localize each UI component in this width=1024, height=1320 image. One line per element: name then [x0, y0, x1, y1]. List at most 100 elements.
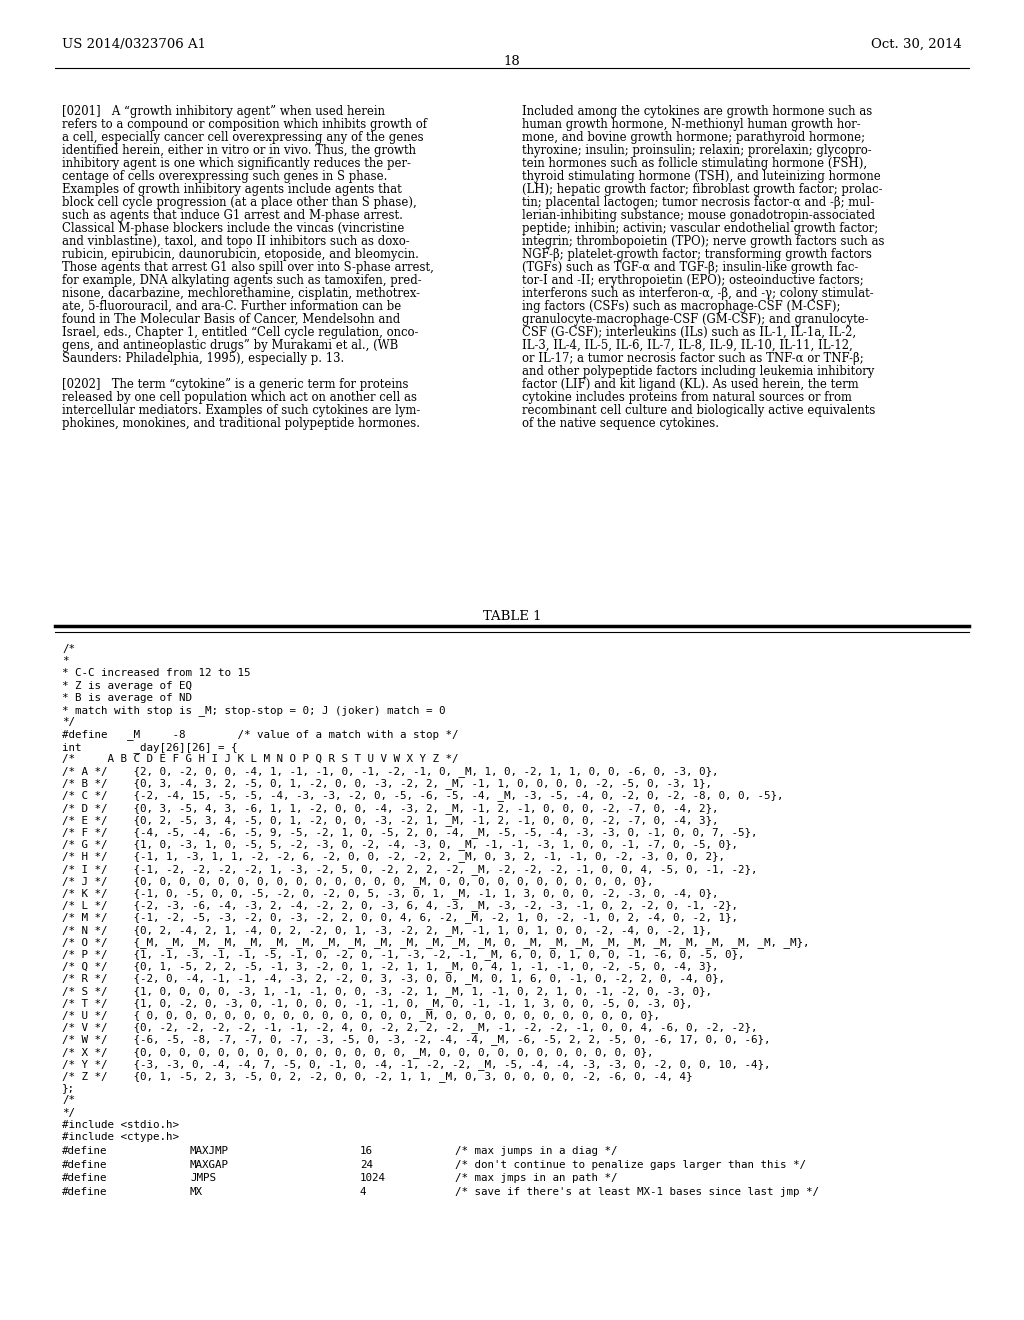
- Text: tin; placental lactogen; tumor necrosis factor-α and -β; mul-: tin; placental lactogen; tumor necrosis …: [522, 195, 874, 209]
- Text: /* E */    {0, 2, -5, 3, 4, -5, 0, 1, -2, 0, 0, -3, -2, 1, _M, -1, 2, -1, 0, 0, : /* E */ {0, 2, -5, 3, 4, -5, 0, 1, -2, 0…: [62, 814, 719, 826]
- Text: /* Z */    {0, 1, -5, 2, 3, -5, 0, 2, -2, 0, 0, -2, 1, 1, _M, 0, 3, 0, 0, 0, 0, : /* Z */ {0, 1, -5, 2, 3, -5, 0, 2, -2, 0…: [62, 1071, 692, 1082]
- Text: /*: /*: [62, 644, 75, 653]
- Text: /* J */    {0, 0, 0, 0, 0, 0, 0, 0, 0, 0, 0, 0, 0, 0, _M, 0, 0, 0, 0, 0, 0, 0, 0: /* J */ {0, 0, 0, 0, 0, 0, 0, 0, 0, 0, 0…: [62, 875, 653, 887]
- Text: /* V */    {0, -2, -2, -2, -2, -1, -1, -2, 4, 0, -2, 2, 2, -2, _M, -1, -2, -2, -: /* V */ {0, -2, -2, -2, -2, -1, -1, -2, …: [62, 1022, 758, 1034]
- Text: US 2014/0323706 A1: US 2014/0323706 A1: [62, 38, 206, 51]
- Text: /* X */    {0, 0, 0, 0, 0, 0, 0, 0, 0, 0, 0, 0, 0, 0, _M, 0, 0, 0, 0, 0, 0, 0, 0: /* X */ {0, 0, 0, 0, 0, 0, 0, 0, 0, 0, 0…: [62, 1047, 653, 1057]
- Text: Those agents that arrest G1 also spill over into S-phase arrest,: Those agents that arrest G1 also spill o…: [62, 261, 434, 275]
- Text: 18: 18: [504, 55, 520, 69]
- Text: /* P */    {1, -1, -3, -1, -1, -5, -1, 0, -2, 0, -1, -3, -2, -1, _M, 6, 0, 0, 1,: /* P */ {1, -1, -3, -1, -1, -5, -1, 0, -…: [62, 949, 744, 960]
- Text: 16: 16: [360, 1146, 373, 1156]
- Text: /* save if there's at least MX-1 bases since last jmp */: /* save if there's at least MX-1 bases s…: [455, 1187, 819, 1197]
- Text: centage of cells overexpressing such genes in S phase.: centage of cells overexpressing such gen…: [62, 170, 387, 183]
- Text: /* don't continue to penalize gaps larger than this */: /* don't continue to penalize gaps large…: [455, 1160, 806, 1170]
- Text: /* F */    {-4, -5, -4, -6, -5, 9, -5, -2, 1, 0, -5, 2, 0, -4, _M, -5, -5, -4, -: /* F */ {-4, -5, -4, -6, -5, 9, -5, -2, …: [62, 828, 758, 838]
- Text: granulocyte-macrophage-CSF (GM-CSF); and granulocyte-: granulocyte-macrophage-CSF (GM-CSF); and…: [522, 313, 868, 326]
- Text: */: */: [62, 717, 75, 727]
- Text: /*     A B C D E F G H I J K L M N O P Q R S T U V W X Y Z */: /* A B C D E F G H I J K L M N O P Q R S…: [62, 754, 459, 764]
- Text: interferons such as interferon-α, -β, and -γ; colony stimulat-: interferons such as interferon-α, -β, an…: [522, 286, 873, 300]
- Text: gens, and antineoplastic drugs” by Murakami et al., (WB: gens, and antineoplastic drugs” by Murak…: [62, 339, 398, 352]
- Text: mone, and bovine growth hormone; parathyroid hormone;: mone, and bovine growth hormone; parathy…: [522, 131, 865, 144]
- Text: /* R */    {-2, 0, -4, -1, -1, -4, -3, 2, -2, 0, 3, -3, 0, 0, _M, 0, 1, 6, 0, -1: /* R */ {-2, 0, -4, -1, -1, -4, -3, 2, -…: [62, 973, 725, 985]
- Text: /* max jumps in a diag */: /* max jumps in a diag */: [455, 1146, 617, 1156]
- Text: JMPS: JMPS: [190, 1173, 216, 1183]
- Text: MAXGAP: MAXGAP: [190, 1160, 229, 1170]
- Text: Classical M-phase blockers include the vincas (vincristine: Classical M-phase blockers include the v…: [62, 222, 404, 235]
- Text: };: };: [62, 1084, 75, 1093]
- Text: tor-I and -II; erythropoietin (EPO); osteoinductive factors;: tor-I and -II; erythropoietin (EPO); ost…: [522, 275, 863, 286]
- Text: 24: 24: [360, 1160, 373, 1170]
- Text: /* B */    {0, 3, -4, 3, 2, -5, 0, 1, -2, 0, 0, -3, -2, 2, _M, -1, 1, 0, 0, 0, 0: /* B */ {0, 3, -4, 3, 2, -5, 0, 1, -2, 0…: [62, 779, 712, 789]
- Text: block cell cycle progression (at a place other than S phase),: block cell cycle progression (at a place…: [62, 195, 417, 209]
- Text: factor (LIF) and kit ligand (KL). As used herein, the term: factor (LIF) and kit ligand (KL). As use…: [522, 378, 859, 391]
- Text: such as agents that induce G1 arrest and M-phase arrest.: such as agents that induce G1 arrest and…: [62, 209, 402, 222]
- Text: found in The Molecular Basis of Cancer, Mendelsohn and: found in The Molecular Basis of Cancer, …: [62, 313, 400, 326]
- Text: #define: #define: [62, 1173, 108, 1183]
- Text: MX: MX: [190, 1187, 203, 1197]
- Text: * B is average of ND: * B is average of ND: [62, 693, 193, 702]
- Text: Included among the cytokines are growth hormone such as: Included among the cytokines are growth …: [522, 106, 872, 117]
- Text: IL-3, IL-4, IL-5, IL-6, IL-7, IL-8, IL-9, IL-10, IL-11, IL-12,: IL-3, IL-4, IL-5, IL-6, IL-7, IL-8, IL-9…: [522, 339, 853, 352]
- Text: Examples of growth inhibitory agents include agents that: Examples of growth inhibitory agents inc…: [62, 183, 401, 195]
- Text: #define: #define: [62, 1187, 108, 1197]
- Text: MAXJMP: MAXJMP: [190, 1146, 229, 1156]
- Text: /* U */    { 0, 0, 0, 0, 0, 0, 0, 0, 0, 0, 0, 0, 0, 0, _M, 0, 0, 0, 0, 0, 0, 0, : /* U */ { 0, 0, 0, 0, 0, 0, 0, 0, 0, 0, …: [62, 1010, 660, 1020]
- Text: phokines, monokines, and traditional polypeptide hormones.: phokines, monokines, and traditional pol…: [62, 417, 420, 430]
- Text: /* K */    {-1, 0, -5, 0, 0, -5, -2, 0, -2, 0, 5, -3, 0, 1, _M, -1, 1, 3, 0, 0, : /* K */ {-1, 0, -5, 0, 0, -5, -2, 0, -2,…: [62, 888, 719, 899]
- Text: /* I */    {-1, -2, -2, -2, -2, 1, -3, -2, 5, 0, -2, 2, 2, -2, _M, -2, -2, -2, -: /* I */ {-1, -2, -2, -2, -2, 1, -3, -2, …: [62, 863, 758, 875]
- Text: */: */: [62, 1107, 75, 1118]
- Text: rubicin, epirubicin, daunorubicin, etoposide, and bleomycin.: rubicin, epirubicin, daunorubicin, etopo…: [62, 248, 419, 261]
- Text: /* D */    {0, 3, -5, 4, 3, -6, 1, 1, -2, 0, 0, -4, -3, 2, _M, -1, 2, -1, 0, 0, : /* D */ {0, 3, -5, 4, 3, -6, 1, 1, -2, 0…: [62, 803, 719, 813]
- Text: lerian-inhibiting substance; mouse gonadotropin-associated: lerian-inhibiting substance; mouse gonad…: [522, 209, 876, 222]
- Text: intercellular mediators. Examples of such cytokines are lym-: intercellular mediators. Examples of suc…: [62, 404, 420, 417]
- Text: * match with stop is _M; stop-stop = 0; J (joker) match = 0: * match with stop is _M; stop-stop = 0; …: [62, 705, 445, 715]
- Text: and vinblastine), taxol, and topo II inhibitors such as doxo-: and vinblastine), taxol, and topo II inh…: [62, 235, 410, 248]
- Text: Saunders: Philadelphia, 1995), especially p. 13.: Saunders: Philadelphia, 1995), especiall…: [62, 352, 344, 366]
- Text: and other polypeptide factors including leukemia inhibitory: and other polypeptide factors including …: [522, 366, 874, 378]
- Text: (LH); hepatic growth factor; fibroblast growth factor; prolac-: (LH); hepatic growth factor; fibroblast …: [522, 183, 883, 195]
- Text: [0202]   The term “cytokine” is a generic term for proteins: [0202] The term “cytokine” is a generic …: [62, 378, 409, 391]
- Text: #define: #define: [62, 1160, 108, 1170]
- Text: TABLE 1: TABLE 1: [482, 610, 542, 623]
- Text: /* L */    {-2, -3, -6, -4, -3, 2, -4, -2, 2, 0, -3, 6, 4, -3, _M, -3, -2, -3, -: /* L */ {-2, -3, -6, -4, -3, 2, -4, -2, …: [62, 900, 738, 911]
- Text: #define   _M     -8        /* value of a match with a stop */: #define _M -8 /* value of a match with a…: [62, 730, 459, 741]
- Text: ing factors (CSFs) such as macrophage-CSF (M-CSF);: ing factors (CSFs) such as macrophage-CS…: [522, 300, 841, 313]
- Text: or IL-17; a tumor necrosis factor such as TNF-α or TNF-β;: or IL-17; a tumor necrosis factor such a…: [522, 352, 863, 366]
- Text: integrin; thrombopoietin (TPO); nerve growth factors such as: integrin; thrombopoietin (TPO); nerve gr…: [522, 235, 885, 248]
- Text: peptide; inhibin; activin; vascular endothelial growth factor;: peptide; inhibin; activin; vascular endo…: [522, 222, 879, 235]
- Text: /* Q */    {0, 1, -5, 2, 2, -5, -1, 3, -2, 0, 1, -2, 1, 1, _M, 0, 4, 1, -1, -1, : /* Q */ {0, 1, -5, 2, 2, -5, -1, 3, -2, …: [62, 961, 719, 972]
- Text: /* C */    {-2, -4, 15, -5, -5, -4, -3, -3, -2, 0, -5, -6, -5, -4, _M, -3, -5, -: /* C */ {-2, -4, 15, -5, -5, -4, -3, -3,…: [62, 791, 783, 801]
- Text: /* S */    {1, 0, 0, 0, 0, -3, 1, -1, -1, 0, 0, -3, -2, 1, _M, 1, -1, 0, 2, 1, 0: /* S */ {1, 0, 0, 0, 0, -3, 1, -1, -1, 0…: [62, 986, 712, 997]
- Text: /* T */    {1, 0, -2, 0, -3, 0, -1, 0, 0, 0, -1, -1, 0, _M, 0, -1, -1, 1, 3, 0, : /* T */ {1, 0, -2, 0, -3, 0, -1, 0, 0, 0…: [62, 998, 692, 1008]
- Text: a cell, especially cancer cell overexpressing any of the genes: a cell, especially cancer cell overexpre…: [62, 131, 424, 144]
- Text: (TGFs) such as TGF-α and TGF-β; insulin-like growth fac-: (TGFs) such as TGF-α and TGF-β; insulin-…: [522, 261, 858, 275]
- Text: 1024: 1024: [360, 1173, 386, 1183]
- Text: 4: 4: [360, 1187, 367, 1197]
- Text: *: *: [62, 656, 69, 667]
- Text: NGF-β; platelet-growth factor; transforming growth factors: NGF-β; platelet-growth factor; transform…: [522, 248, 871, 261]
- Text: CSF (G-CSF); interleukins (ILs) such as IL-1, IL-1a, IL-2,: CSF (G-CSF); interleukins (ILs) such as …: [522, 326, 856, 339]
- Text: recombinant cell culture and biologically active equivalents: recombinant cell culture and biologicall…: [522, 404, 876, 417]
- Text: /* A */    {2, 0, -2, 0, 0, -4, 1, -1, -1, 0, -1, -2, -1, 0, _M, 1, 0, -2, 1, 1,: /* A */ {2, 0, -2, 0, 0, -4, 1, -1, -1, …: [62, 766, 719, 777]
- Text: #define: #define: [62, 1146, 108, 1156]
- Text: [0201]   A “growth inhibitory agent” when used herein: [0201] A “growth inhibitory agent” when …: [62, 106, 385, 117]
- Text: * Z is average of EQ: * Z is average of EQ: [62, 681, 193, 690]
- Text: thyroid stimulating hormone (TSH), and luteinizing hormone: thyroid stimulating hormone (TSH), and l…: [522, 170, 881, 183]
- Text: /* G */    {1, 0, -3, 1, 0, -5, 5, -2, -3, 0, -2, -4, -3, 0, _M, -1, -1, -3, 1, : /* G */ {1, 0, -3, 1, 0, -5, 5, -2, -3, …: [62, 840, 738, 850]
- Text: int        _day[26][26] = {: int _day[26][26] = {: [62, 742, 238, 752]
- Text: of the native sequence cytokines.: of the native sequence cytokines.: [522, 417, 719, 430]
- Text: /* N */    {0, 2, -4, 2, 1, -4, 0, 2, -2, 0, 1, -3, -2, 2, _M, -1, 1, 0, 1, 0, 0: /* N */ {0, 2, -4, 2, 1, -4, 0, 2, -2, 0…: [62, 924, 712, 936]
- Text: identified herein, either in vitro or in vivo. Thus, the growth: identified herein, either in vitro or in…: [62, 144, 416, 157]
- Text: thyroxine; insulin; proinsulin; relaxin; prorelaxin; glycopro-: thyroxine; insulin; proinsulin; relaxin;…: [522, 144, 871, 157]
- Text: cytokine includes proteins from natural sources or from: cytokine includes proteins from natural …: [522, 391, 852, 404]
- Text: released by one cell population which act on another cell as: released by one cell population which ac…: [62, 391, 417, 404]
- Text: /* max jmps in an path */: /* max jmps in an path */: [455, 1173, 617, 1183]
- Text: /* O */    {_M, _M, _M, _M, _M, _M, _M, _M, _M, _M, _M, _M, _M, _M, 0, _M, _M, _: /* O */ {_M, _M, _M, _M, _M, _M, _M, _M,…: [62, 937, 810, 948]
- Text: /* W */    {-6, -5, -8, -7, -7, 0, -7, -3, -5, 0, -3, -2, -4, -4, _M, -6, -5, 2,: /* W */ {-6, -5, -8, -7, -7, 0, -7, -3, …: [62, 1035, 770, 1045]
- Text: refers to a compound or composition which inhibits growth of: refers to a compound or composition whic…: [62, 117, 427, 131]
- Text: #include <ctype.h>: #include <ctype.h>: [62, 1133, 179, 1142]
- Text: /* H */    {-1, 1, -3, 1, 1, -2, -2, 6, -2, 0, 0, -2, -2, 2, _M, 0, 3, 2, -1, -1: /* H */ {-1, 1, -3, 1, 1, -2, -2, 6, -2,…: [62, 851, 725, 862]
- Text: /* Y */    {-3, -3, 0, -4, -4, 7, -5, 0, -1, 0, -4, -1, -2, -2, _M, -5, -4, -4, : /* Y */ {-3, -3, 0, -4, -4, 7, -5, 0, -1…: [62, 1059, 770, 1069]
- Text: /*: /*: [62, 1096, 75, 1105]
- Text: #include <stdio.h>: #include <stdio.h>: [62, 1119, 179, 1130]
